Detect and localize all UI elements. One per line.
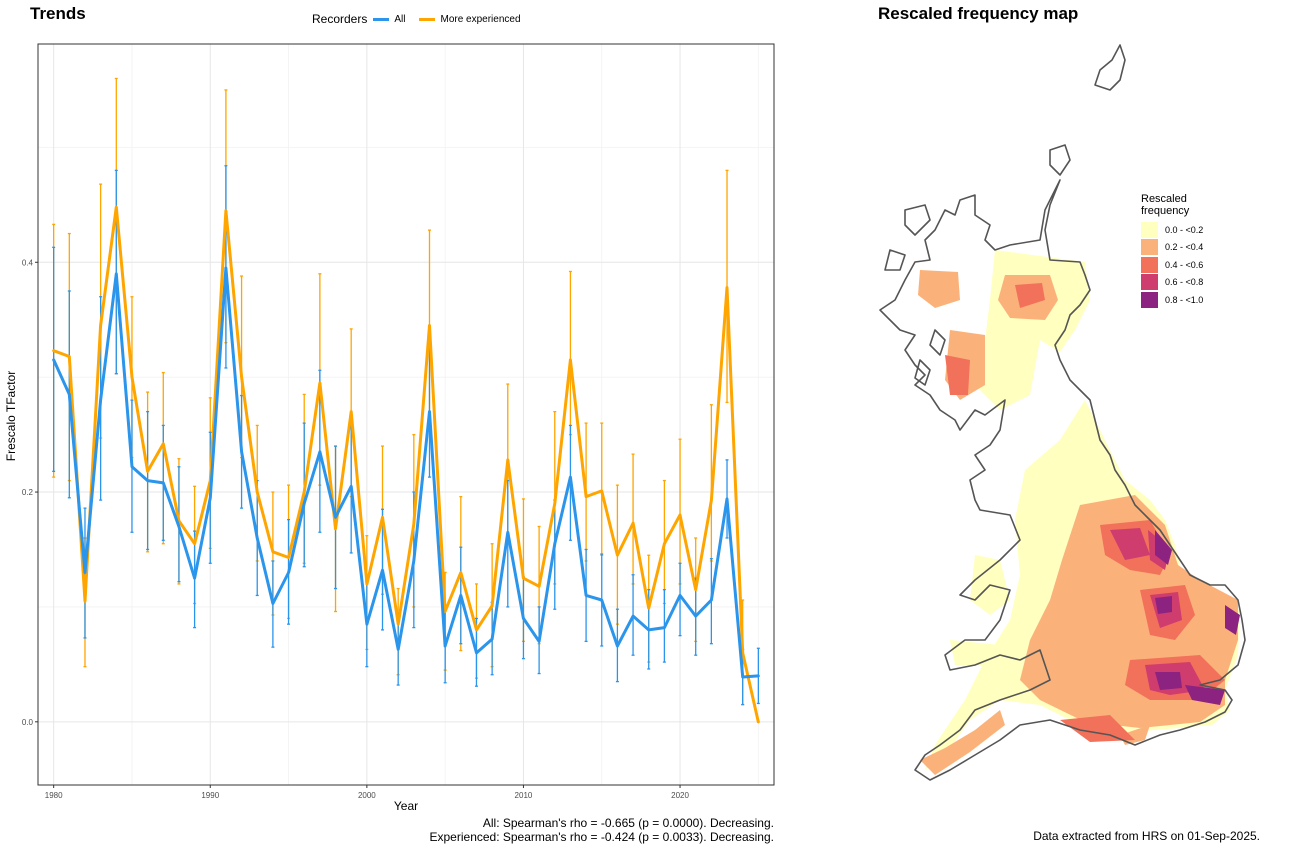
error-bar-experienced bbox=[568, 270, 572, 436]
plot-frame bbox=[37, 43, 775, 786]
y-tick-label: 0.4 bbox=[22, 258, 34, 267]
series-line-all bbox=[52, 266, 760, 679]
error-bar-experienced bbox=[678, 438, 682, 585]
x-tick-label: 1990 bbox=[201, 791, 219, 800]
recorders-legend: Recorders All More experienced bbox=[312, 12, 521, 26]
spearman-all: All: Spearman's rho = -0.665 (p = 0.0000… bbox=[482, 816, 774, 830]
source-note: Data extracted from HRS on 01-Sep-2025. bbox=[1033, 829, 1260, 843]
map-legend-title-line2: frequency bbox=[1141, 205, 1190, 217]
legend-swatch-all bbox=[373, 17, 390, 21]
map-legend-label: 0.2 - <0.4 bbox=[1165, 242, 1204, 253]
error-bar-all bbox=[678, 562, 682, 637]
map-legend-title: Rescaled frequency bbox=[1141, 193, 1203, 217]
map-legend-swatch bbox=[1141, 239, 1158, 256]
map-legend-label: 0.6 - <0.8 bbox=[1165, 277, 1204, 288]
x-tick-label: 2000 bbox=[358, 791, 376, 800]
x-tick-label: 2010 bbox=[515, 791, 533, 800]
map-legend-row: 0.0 - <0.2 bbox=[1141, 221, 1203, 239]
series-lines bbox=[52, 205, 760, 724]
trends-chart: 1980 1990 2000 2010 2020 0.0 0.2 0.4 Year Fresc… bbox=[4, 43, 775, 813]
error-bar-experienced bbox=[600, 422, 604, 556]
gb-coastline bbox=[879, 44, 1246, 781]
legend-swatch-experienced bbox=[419, 17, 436, 21]
map-legend-swatch bbox=[1141, 291, 1158, 308]
spearman-experienced: Experienced: Spearman's rho = -0.424 (p … bbox=[429, 830, 775, 844]
map-legend-row: 0.8 - <1.0 bbox=[1141, 291, 1203, 309]
map-legend-swatch bbox=[1141, 221, 1158, 238]
legend-title: Recorders bbox=[312, 12, 368, 26]
map-legend-label: 0.8 - <1.0 bbox=[1165, 294, 1204, 305]
grid bbox=[38, 44, 774, 785]
axis-ticks: 1980 1990 2000 2010 2020 0.0 0.2 0.4 bbox=[22, 258, 690, 800]
map-legend-row: 0.6 - <0.8 bbox=[1141, 274, 1203, 292]
map-legend: Rescaled frequency 0.0 - <0.2 0.2 - <0.4… bbox=[1141, 193, 1203, 309]
map-legend-row: 0.4 - <0.6 bbox=[1141, 256, 1203, 274]
x-tick-label: 2020 bbox=[671, 791, 689, 800]
x-axis-label: Year bbox=[394, 799, 418, 813]
map-legend-swatch bbox=[1141, 274, 1158, 291]
map-title: Rescaled frequency map bbox=[878, 4, 1079, 23]
map-legend-label: 0.0 - <0.2 bbox=[1165, 224, 1204, 235]
map-legend-title-line1: Rescaled bbox=[1141, 193, 1187, 205]
legend-label-experienced: More experienced bbox=[440, 13, 521, 25]
y-tick-label: 0.2 bbox=[22, 488, 34, 497]
legend-item-all: All bbox=[373, 14, 405, 25]
series-line-experienced bbox=[52, 205, 760, 724]
frequency-map bbox=[879, 44, 1246, 781]
error-bar-all bbox=[114, 169, 118, 375]
map-legend-label: 0.4 - <0.6 bbox=[1165, 259, 1204, 270]
trends-title: Trends bbox=[30, 4, 86, 23]
error-bar-experienced bbox=[631, 453, 635, 585]
map-legend-swatch bbox=[1141, 256, 1158, 273]
y-axis-label: Frescalo TFactor bbox=[4, 371, 18, 461]
legend-label-all: All bbox=[394, 13, 406, 25]
map-legend-row: 0.2 - <0.4 bbox=[1141, 239, 1203, 257]
map-fill-max bbox=[1155, 530, 1240, 705]
y-tick-label: 0.0 bbox=[22, 718, 34, 727]
legend-item-experienced: More experienced bbox=[419, 13, 521, 25]
x-tick-label: 1980 bbox=[45, 791, 63, 800]
